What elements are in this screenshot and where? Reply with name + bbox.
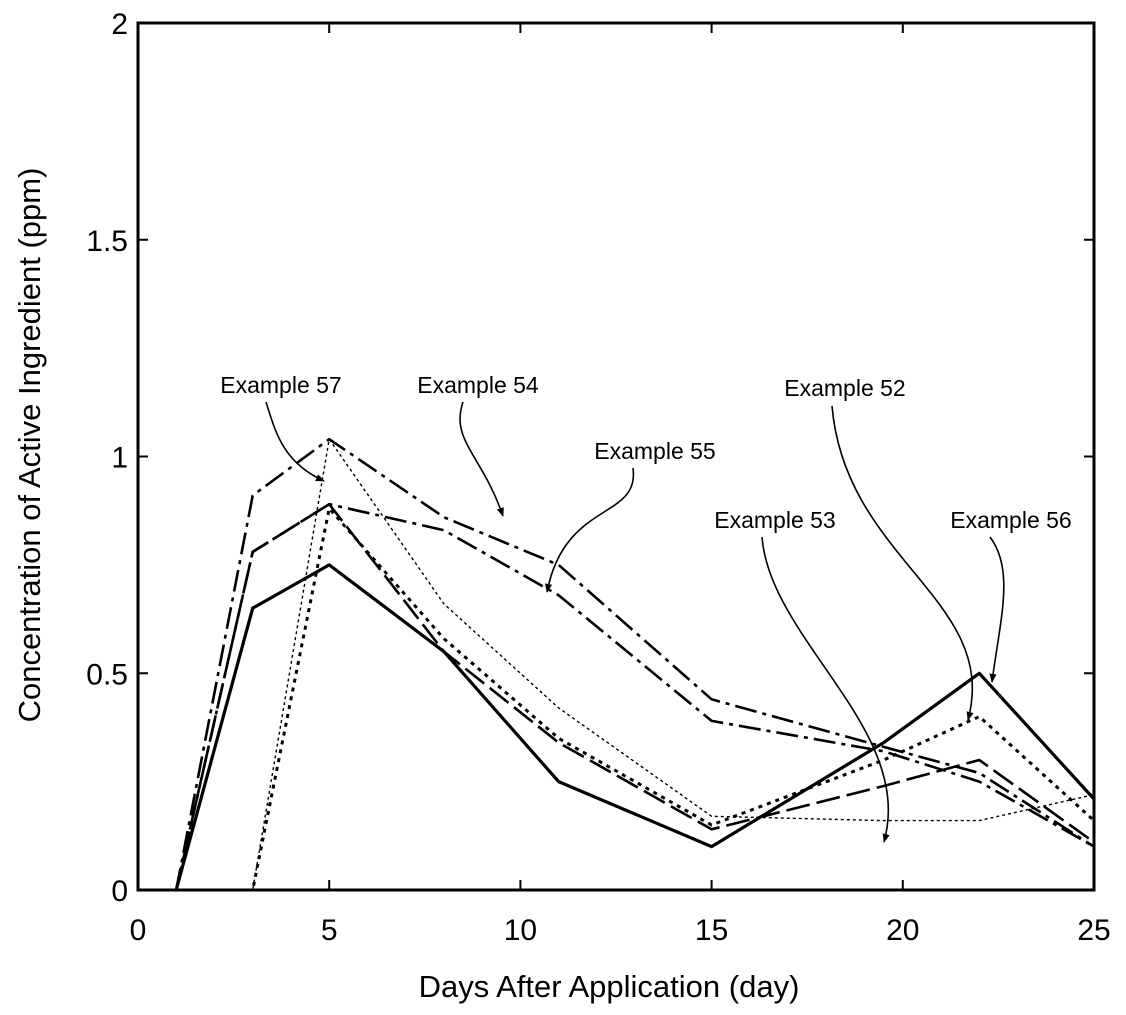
series-line-example-55 xyxy=(174,502,1095,891)
annotation-arrow-example-55 xyxy=(545,467,635,593)
annotation-arrow-example-53 xyxy=(761,536,890,843)
series-line-example-54 xyxy=(174,437,1095,891)
annotation-label-example-57: Example 57 xyxy=(220,372,341,398)
series-layer xyxy=(174,437,1096,892)
y-tick-label: 0 xyxy=(111,875,128,908)
annotation-label-example-55: Example 55 xyxy=(594,438,715,464)
x-tick-label: 0 xyxy=(130,914,147,947)
x-tick-label: 25 xyxy=(1077,914,1110,947)
annotation-arrow-example-54 xyxy=(459,401,504,517)
x-axis: 0 5 10 15 20 25 xyxy=(130,23,1111,947)
y-tick-label: 2 xyxy=(111,8,128,41)
series-line-example-52 xyxy=(176,507,1096,892)
annotations: Example 57 Example 54 Example 55 Example 52… xyxy=(220,372,1072,843)
annotation-label-example-52: Example 52 xyxy=(784,375,905,401)
annotation-label-example-53: Example 53 xyxy=(714,507,835,533)
x-tick-label: 15 xyxy=(695,914,728,947)
annotation-arrow-example-57 xyxy=(265,401,325,482)
x-tick-label: 5 xyxy=(321,914,338,947)
annotation-label-example-54: Example 54 xyxy=(417,372,539,398)
x-axis-title: Days After Application (day) xyxy=(419,969,800,1004)
x-tick-label: 10 xyxy=(504,914,537,947)
y-tick-label: 1.5 xyxy=(86,225,128,258)
y-axis-title: Concentration of Active Ingredient (ppm) xyxy=(12,168,47,723)
x-tick-label: 20 xyxy=(886,914,919,947)
series-line-example-53 xyxy=(174,502,1095,891)
series-line-example-56 xyxy=(174,563,1096,891)
series-line-example-57 xyxy=(176,438,1095,891)
y-tick-label: 0.5 xyxy=(86,658,128,691)
annotation-arrow-example-52 xyxy=(831,405,974,721)
annotation-label-example-56: Example 56 xyxy=(950,507,1071,533)
y-axis: 0 0.5 1 1.5 2 xyxy=(86,8,1094,908)
y-tick-label: 1 xyxy=(111,442,128,475)
annotation-arrow-example-56 xyxy=(989,536,1005,683)
